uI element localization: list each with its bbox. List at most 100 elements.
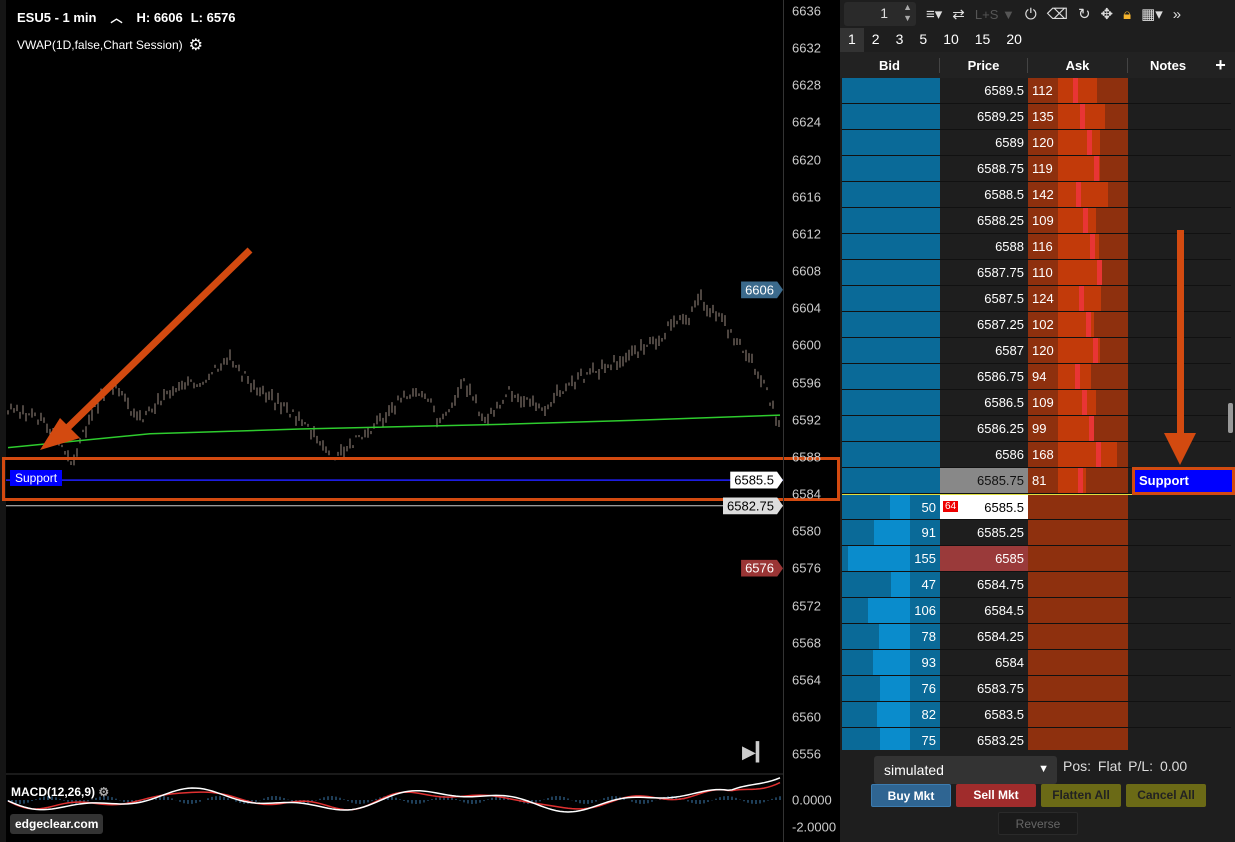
ask-cell[interactable] — [1028, 728, 1128, 753]
ask-cell[interactable]: 168 — [1028, 442, 1128, 467]
scroll-to-end-icon[interactable]: ▶▎ — [742, 742, 770, 762]
ask-row[interactable]: 6587.25 102 — [842, 312, 1231, 338]
ask-cell[interactable]: 94 — [1028, 364, 1128, 389]
ask-row[interactable]: 6588.25 109 — [842, 208, 1231, 234]
ask-cell[interactable]: 120 — [1028, 130, 1128, 155]
notes-cell[interactable] — [1128, 598, 1231, 623]
price-cell[interactable]: 6589.25 — [940, 104, 1028, 129]
price-cell[interactable]: 6587.5 — [940, 286, 1028, 311]
lock-icon[interactable]: 🔒︎ — [1123, 5, 1132, 23]
ask-cell[interactable] — [1028, 572, 1128, 597]
price-axis[interactable]: 6636 6632 6628 6624 6620 6616 6612 6608 6604 6600… — [783, 0, 840, 842]
ask-row[interactable]: 6589 120 — [842, 130, 1231, 156]
sell-market-button[interactable]: Sell Mkt — [956, 784, 1036, 807]
notes-cell[interactable] — [1128, 650, 1231, 675]
price-cell[interactable]: 6588 — [940, 234, 1028, 259]
account-select[interactable]: simulated ▼ — [874, 756, 1057, 784]
bid-cell[interactable]: 155 — [842, 546, 940, 571]
refresh-icon[interactable]: ↻ — [1077, 6, 1091, 23]
size-preset-3[interactable]: 3 — [895, 31, 904, 47]
bid-cell[interactable]: 78 — [842, 624, 940, 649]
ask-row[interactable]: 6587 120 — [842, 338, 1231, 364]
bid-row[interactable]: 50 64 6585.5 — [842, 494, 1231, 520]
gear-icon[interactable]: ⚙ — [188, 37, 203, 54]
chart-canvas[interactable] — [6, 0, 789, 842]
bid-cell[interactable]: 50 — [842, 495, 940, 519]
bid-cell[interactable]: 47 — [842, 572, 940, 597]
menu-icon[interactable]: ≡▾ — [926, 6, 943, 23]
price-cell[interactable]: 6586.25 — [940, 416, 1028, 441]
ask-cell[interactable] — [1028, 495, 1128, 519]
bid-cell[interactable] — [842, 468, 940, 493]
size-preset-10[interactable]: 10 — [943, 31, 959, 47]
ask-cell[interactable]: 110 — [1028, 260, 1128, 285]
ask-cell[interactable]: 112 — [1028, 78, 1128, 103]
bid-header[interactable]: Bid — [840, 57, 940, 73]
ask-cell[interactable] — [1028, 702, 1128, 727]
swap-icon[interactable]: ⇄ — [952, 6, 965, 23]
notes-cell[interactable] — [1128, 78, 1231, 103]
ask-row[interactable]: 6588 116 — [842, 234, 1231, 260]
price-cell[interactable]: 6588.75 — [940, 156, 1028, 181]
ask-header[interactable]: Ask — [1028, 57, 1128, 73]
size-preset-5[interactable]: 5 — [919, 31, 928, 47]
ask-cell[interactable]: 135 — [1028, 104, 1128, 129]
bid-cell[interactable] — [842, 156, 940, 181]
ask-cell[interactable] — [1028, 520, 1128, 545]
price-cell[interactable]: 6588.5 — [940, 182, 1028, 207]
notes-cell[interactable] — [1128, 572, 1231, 597]
price-header[interactable]: Price — [940, 57, 1028, 73]
price-cell[interactable]: 6584.5 — [940, 598, 1028, 623]
power-icon[interactable]: ⏻ — [1024, 5, 1037, 23]
notes-cell[interactable] — [1128, 702, 1231, 727]
center-icon[interactable]: ✥ — [1100, 6, 1114, 23]
size-preset-20[interactable]: 20 — [1006, 31, 1022, 47]
price-cell[interactable]: 6586.5 — [940, 390, 1028, 415]
buy-market-button[interactable]: Buy Mkt — [871, 784, 951, 807]
ask-row[interactable]: 6586.5 109 — [842, 390, 1231, 416]
ask-cell[interactable] — [1028, 624, 1128, 649]
collapse-chevron-icon[interactable]: ︿ — [110, 11, 123, 25]
bid-row[interactable]: 91 6585.25 — [842, 520, 1231, 546]
ask-row[interactable]: 6588.75 119 — [842, 156, 1231, 182]
ls-dropdown[interactable]: L+S ▼ — [974, 6, 1015, 22]
price-chart[interactable]: ESU5 - 1 min ︿ H: 6606 L: 6576 VWAP(1D,fa… — [0, 0, 840, 842]
price-cell[interactable]: 6585.75 — [940, 468, 1028, 493]
notes-cell[interactable] — [1128, 728, 1231, 753]
notes-header[interactable]: Notes — [1149, 57, 1187, 73]
ask-row[interactable]: 6588.5 142 — [842, 182, 1231, 208]
bid-cell[interactable] — [842, 338, 940, 363]
bid-cell[interactable] — [842, 104, 940, 129]
price-cell[interactable]: 64 6585.5 — [940, 495, 1028, 519]
size-preset-2[interactable]: 2 — [871, 31, 880, 47]
bid-row[interactable]: 82 6583.5 — [842, 702, 1231, 728]
bid-cell[interactable]: 91 — [842, 520, 940, 545]
price-cell[interactable]: 6583.5 — [940, 702, 1028, 727]
notes-cell[interactable] — [1128, 546, 1231, 571]
price-cell[interactable]: 6585.25 — [940, 520, 1028, 545]
bid-cell[interactable] — [842, 416, 940, 441]
ask-cell[interactable] — [1028, 676, 1128, 701]
notes-cell[interactable] — [1128, 495, 1231, 519]
bid-cell[interactable] — [842, 130, 940, 155]
bid-row[interactable]: 106 6584.5 — [842, 598, 1231, 624]
bid-row[interactable]: 78 6584.25 — [842, 624, 1231, 650]
eraser-icon[interactable]: ⌫ — [1046, 6, 1068, 23]
price-cell[interactable]: 6589.5 — [940, 78, 1028, 103]
bid-row[interactable]: 76 6583.75 — [842, 676, 1231, 702]
notes-cell[interactable] — [1128, 130, 1231, 155]
ask-row[interactable]: 6587.5 124 — [842, 286, 1231, 312]
size-preset-15[interactable]: 15 — [974, 31, 991, 47]
bid-row[interactable]: 47 6584.75 — [842, 572, 1231, 598]
bid-cell[interactable] — [842, 390, 940, 415]
bid-cell[interactable] — [842, 260, 940, 285]
price-cell[interactable]: 6584.75 — [940, 572, 1028, 597]
bid-cell[interactable] — [842, 312, 940, 337]
stepper-arrows-icon[interactable]: ▲ ▼ — [903, 2, 912, 23]
price-cell[interactable]: 6586 — [940, 442, 1028, 467]
bid-cell[interactable] — [842, 442, 940, 467]
cancel-all-button[interactable]: Cancel All — [1126, 784, 1206, 807]
ask-cell[interactable]: 99 — [1028, 416, 1128, 441]
price-cell[interactable]: 6588.25 — [940, 208, 1028, 233]
notes-cell[interactable] — [1128, 676, 1231, 701]
